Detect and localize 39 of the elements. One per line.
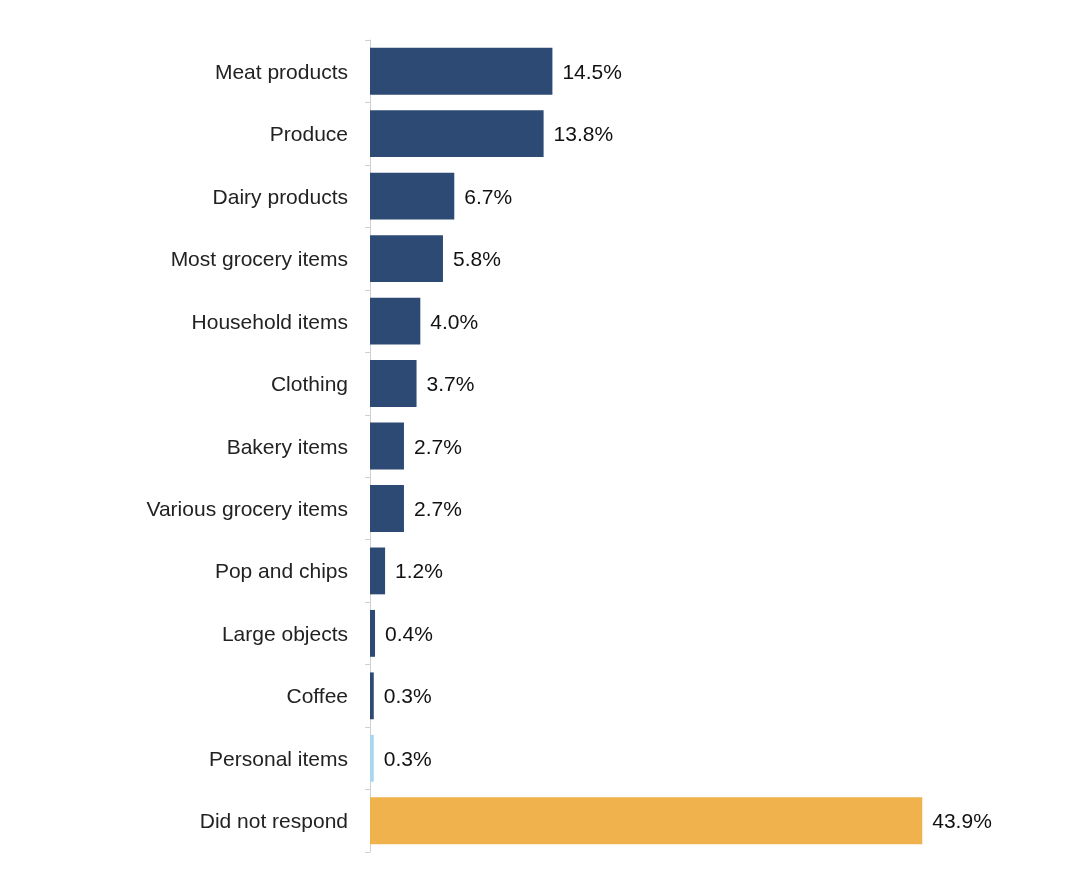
data-label: 2.7% — [413, 434, 462, 458]
data-label: 6.7% — [464, 184, 513, 208]
y-tick-label: Produce — [269, 122, 348, 146]
bar — [370, 422, 404, 470]
y-tick-label: Large objects — [221, 621, 348, 645]
bar — [370, 547, 386, 595]
bar — [370, 485, 404, 532]
y-tick-label: Personal items — [209, 746, 348, 770]
y-tick-label: Various grocery items — [146, 496, 348, 520]
bar — [370, 672, 374, 720]
y-tick-label: Bakery items — [226, 434, 348, 458]
bar — [370, 297, 421, 345]
data-label: 1.2% — [395, 559, 443, 583]
bar — [370, 360, 417, 407]
bar — [370, 47, 553, 95]
bar — [370, 734, 374, 782]
data-label: 3.7% — [426, 372, 475, 396]
bar — [370, 172, 455, 220]
y-tick-label: Pop and chips — [214, 559, 348, 583]
data-label: 0.3% — [383, 746, 432, 770]
data-label: 4.0% — [430, 309, 479, 333]
y-tick-label: Meat products — [214, 59, 348, 83]
y-tick-label: Dairy products — [212, 184, 348, 208]
y-tick-label: Coffee — [286, 684, 348, 708]
y-tick-label: Household items — [191, 309, 348, 333]
y-tick-label: Most grocery items — [170, 247, 348, 271]
y-tick-label: Did not respond — [199, 809, 348, 833]
data-label: 14.5% — [562, 59, 622, 83]
data-label: 13.8% — [553, 122, 614, 146]
bar — [370, 797, 923, 845]
data-label: 0.4% — [385, 621, 433, 645]
bar — [370, 609, 376, 657]
bar — [370, 110, 544, 158]
data-label: 2.7% — [413, 496, 462, 520]
data-label: 5.8% — [452, 247, 501, 271]
data-label: 43.9% — [932, 809, 992, 833]
data-label: 0.3% — [383, 684, 432, 708]
bar — [370, 235, 443, 283]
y-tick-label: Clothing — [270, 372, 348, 396]
